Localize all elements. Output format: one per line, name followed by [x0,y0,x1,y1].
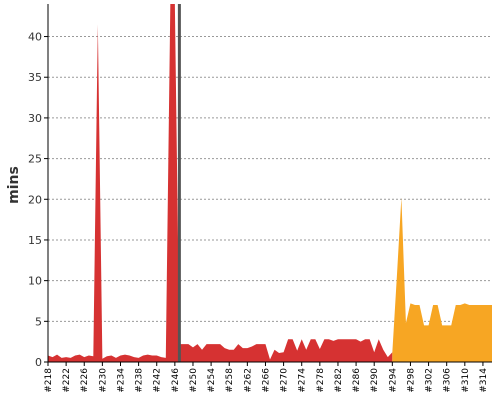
axes: 0 5 10 15 20 25 30 35 40 #218 #222 #226 #230 #234 #238… [28,4,492,393]
x-tick-label: #298 [406,368,416,393]
x-tick-label: #222 [62,368,72,393]
x-tick-label: #238 [135,368,145,393]
x-tick-label: #218 [44,368,54,393]
y-tick-label: 35 [28,71,42,84]
y-tick-label: 30 [28,112,42,125]
x-tick-label: #282 [334,368,344,393]
y-tick-label: 10 [28,275,42,288]
y-axis-label: mins [6,166,22,204]
y-tick-label: 0 [35,356,42,369]
x-tick-label: #242 [153,368,163,393]
y-tick-label: 5 [35,315,42,328]
x-tick-label: #234 [116,368,126,393]
y-tick-label: 15 [28,234,42,247]
x-tick-label: #290 [370,368,380,393]
x-tick-label: #258 [225,368,235,393]
x-tick-label: #246 [171,368,181,393]
x-tick-label: #286 [352,368,362,393]
y-tick-label: 20 [28,193,42,206]
x-tick-label: #266 [261,368,271,393]
x-tick-label: #250 [189,368,199,393]
y-tick-label: 40 [28,31,42,44]
series-area-unstable [392,197,492,362]
x-tick-label: #302 [425,368,435,393]
x-tick-label: #254 [207,368,217,393]
x-tick-label: #278 [316,368,326,393]
x-tick-label: #270 [280,368,290,393]
plot-area [48,4,492,362]
series-area-stable [48,4,393,362]
x-tick-label: #310 [461,368,471,393]
x-tick-label: #274 [298,368,308,393]
x-tick-label: #294 [388,368,398,393]
x-tick-label: #306 [443,368,453,393]
x-tick-label: #314 [479,368,489,393]
y-tick-label: 25 [28,153,42,166]
x-tick-label: #226 [80,368,90,393]
x-tick-label: #230 [98,368,108,393]
x-tick-label: #262 [243,368,253,393]
gridlines [48,36,492,322]
highlight-build-marker [177,4,181,362]
